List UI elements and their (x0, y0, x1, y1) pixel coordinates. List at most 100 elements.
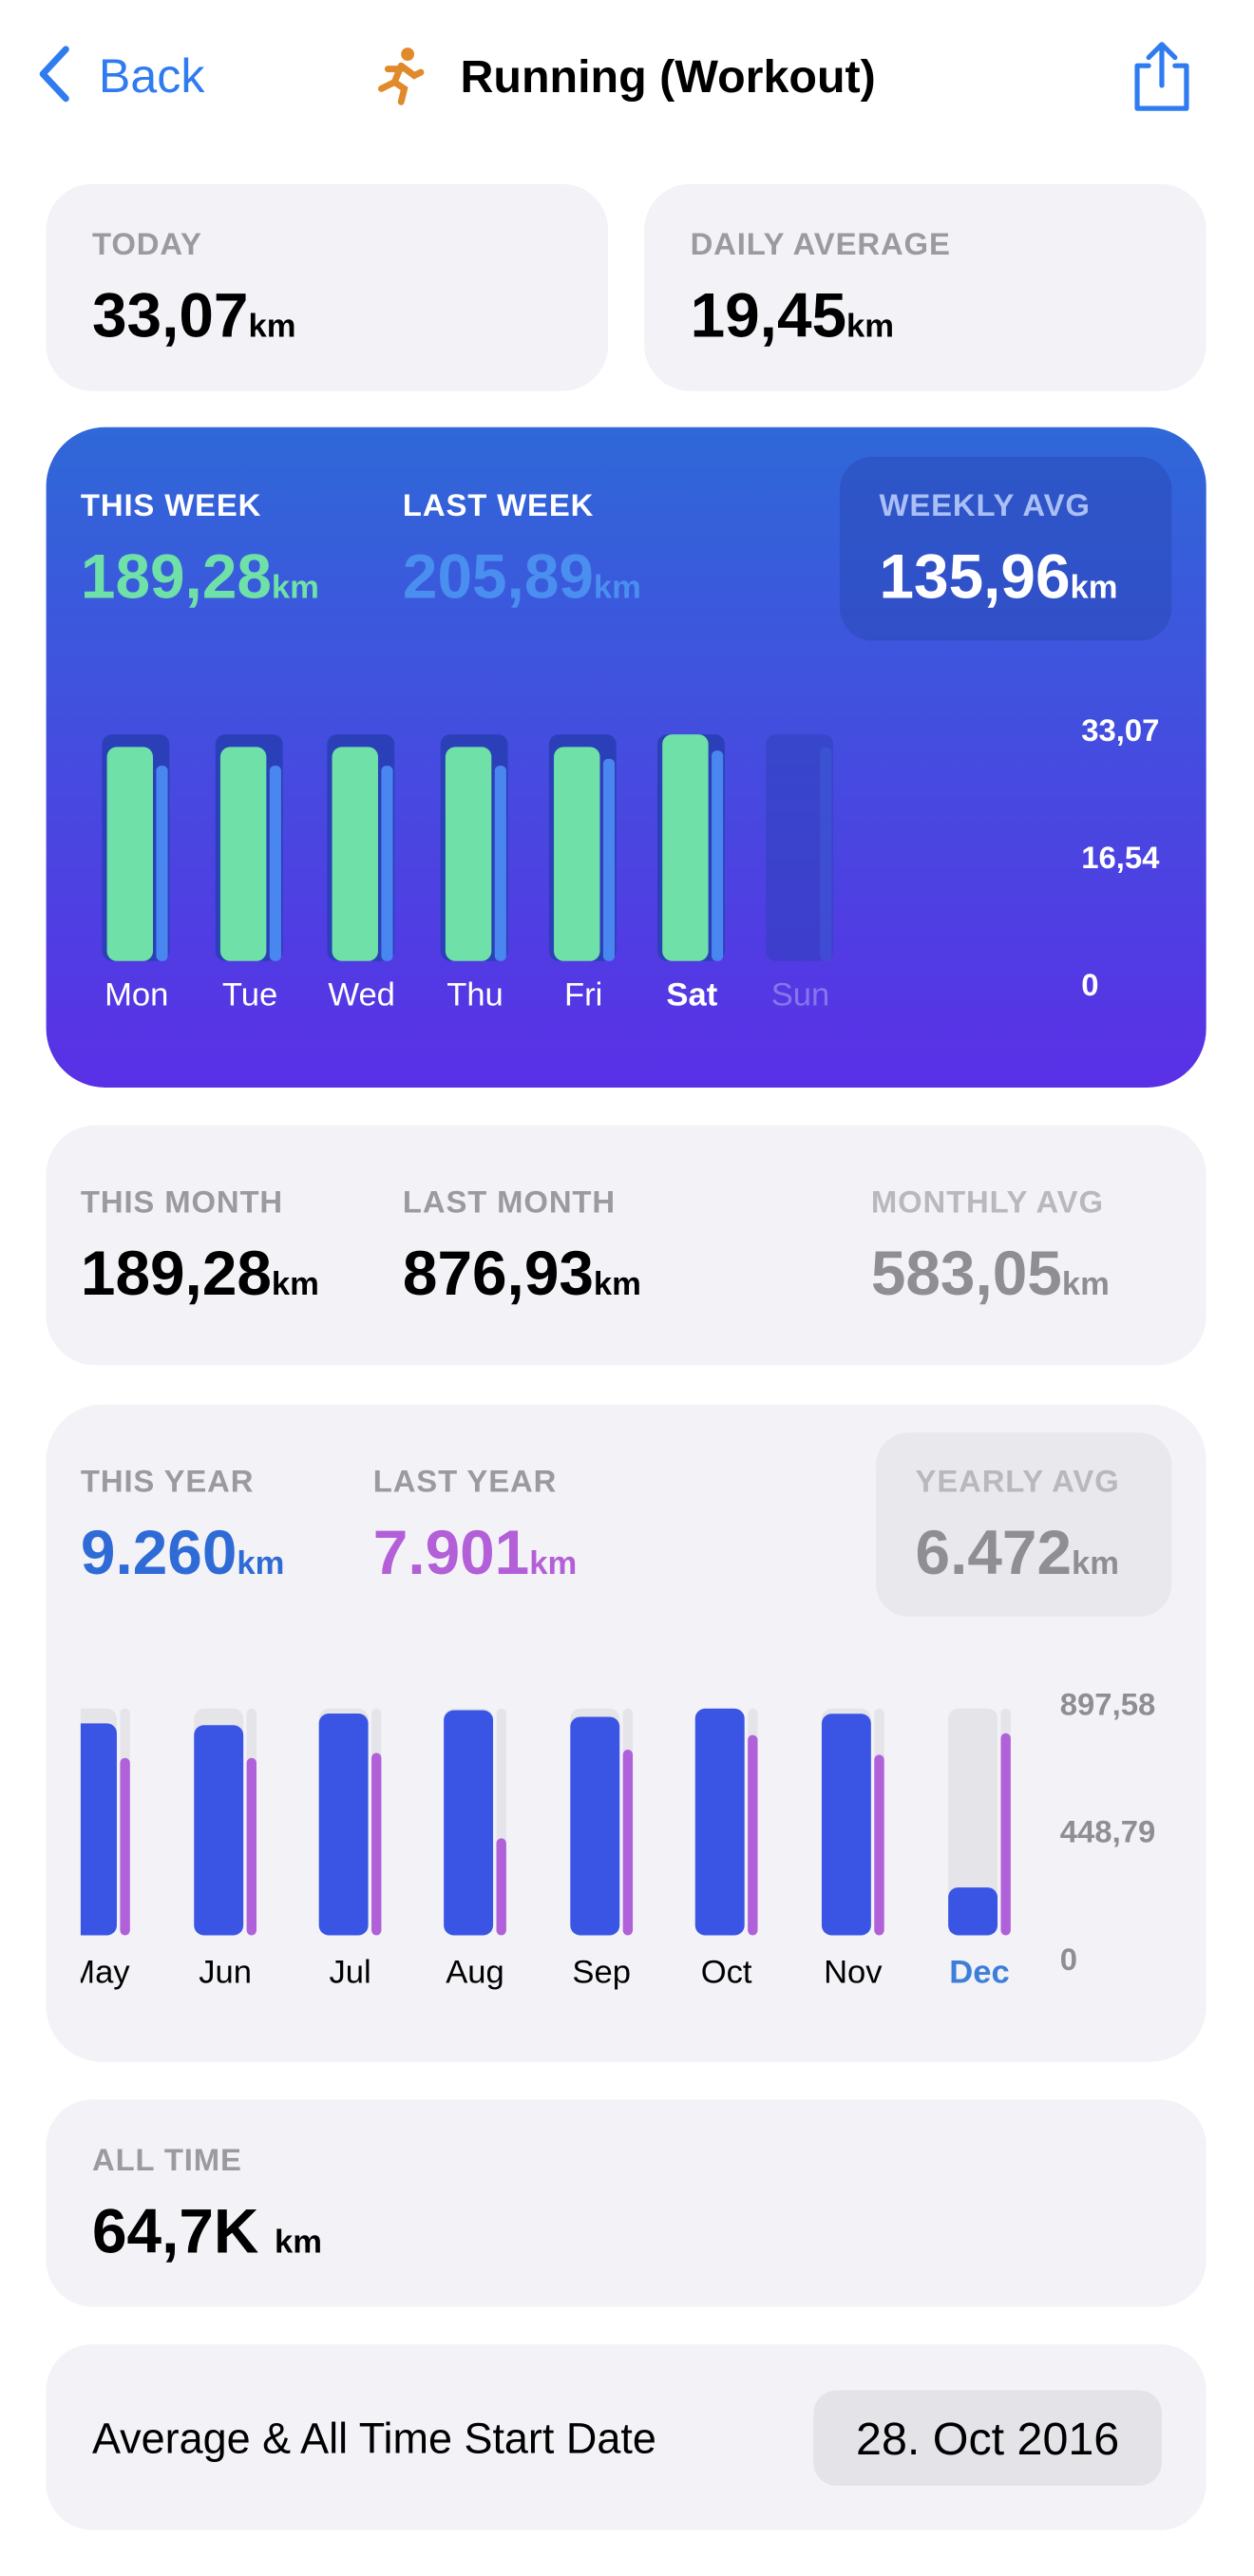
start-date-label: Average & All Time Start Date (92, 2414, 656, 2462)
monthly-chart (80, 1708, 1011, 1936)
bar-previous (269, 766, 281, 961)
bar-current (318, 1713, 369, 1936)
share-button[interactable] (1134, 42, 1189, 111)
x-tick-label: Dec (949, 1955, 1009, 1991)
value: 205,89 (403, 542, 594, 612)
weekly-avg-value: 135,96km (879, 542, 1117, 612)
this-year-label: THIS YEAR (81, 1463, 254, 1498)
y-tick-label: 16,54 (1081, 840, 1160, 875)
bar-previous (874, 1754, 884, 1936)
bar-previous (1000, 1733, 1011, 1936)
page-title: Running (Workout) (460, 51, 875, 103)
unit: km (272, 1266, 319, 1302)
last-month-label: LAST MONTH (403, 1184, 616, 1219)
weekly-avg-box (839, 456, 1172, 641)
daily-average-value: 19,45km (691, 281, 894, 350)
last-week-label: LAST WEEK (403, 487, 594, 522)
unit: km (846, 309, 894, 345)
bar-current (570, 1716, 620, 1936)
yearly-avg-box (876, 1432, 1172, 1617)
bar-current (948, 1887, 998, 1936)
y-tick-label: 448,79 (1060, 1814, 1156, 1849)
bar-current (662, 734, 709, 961)
bar-previous (748, 1734, 758, 1936)
bar-previous (602, 758, 616, 961)
bar-previous (494, 766, 506, 961)
bar-track (948, 1708, 998, 1936)
value: 135,96 (879, 542, 1070, 612)
x-tick-label: Fri (564, 977, 602, 1013)
bar-current (821, 1714, 871, 1936)
start-date-value[interactable]: 28. Oct 2016 (856, 2414, 1119, 2465)
bar-previous (622, 1750, 634, 1936)
all-time-value: 64,7K (92, 2196, 258, 2265)
this-month-value: 189,28km (81, 1239, 319, 1308)
bar-current (194, 1725, 244, 1936)
bar-previous (496, 1838, 506, 1936)
monthly-avg-value: 583,05km (871, 1239, 1110, 1308)
last-week-value: 205,89km (403, 542, 641, 612)
back-chevron[interactable] (39, 46, 69, 103)
bar-previous (120, 1757, 130, 1936)
bar-previous (246, 1757, 256, 1936)
last-year-value: 7.901km (373, 1518, 577, 1587)
bar-current (554, 747, 600, 961)
yearly-avg-label: YEARLY AVG (916, 1463, 1120, 1498)
value: 583,05 (871, 1239, 1062, 1308)
x-tick-label: Jul (329, 1955, 370, 1991)
value: 7.901 (373, 1518, 529, 1587)
y-tick-label: 33,07 (1081, 712, 1159, 748)
bar-current (80, 1723, 117, 1936)
bar-previous (371, 1752, 382, 1936)
weekly-avg-label: WEEKLY AVG (879, 487, 1090, 522)
yearly-avg-value: 6.472km (916, 1518, 1119, 1587)
weekly-chart (102, 734, 834, 961)
unit: km (594, 1266, 641, 1302)
x-tick-label: Oct (701, 1955, 752, 1991)
x-tick-label: Sun (771, 977, 830, 1013)
value: 6.472 (916, 1518, 1072, 1587)
today-value: 33,07km (92, 281, 295, 350)
unit: km (1071, 570, 1118, 606)
today-card (46, 183, 609, 391)
unit: km (248, 309, 295, 345)
bar-previous (712, 750, 724, 961)
x-tick-label: Aug (446, 1955, 504, 1991)
last-year-label: LAST YEAR (373, 1463, 557, 1498)
y-tick-label: 897,58 (1060, 1687, 1156, 1722)
month-card (46, 1125, 1206, 1366)
x-tick-label: Mon (104, 977, 168, 1013)
x-tick-label: Sat (666, 977, 717, 1013)
date-pill[interactable] (813, 2390, 1162, 2486)
value: 9.260 (81, 1518, 237, 1587)
monthly-avg-label: MONTHLY AVG (871, 1184, 1104, 1219)
last-month-value: 876,93km (403, 1239, 641, 1308)
x-tick-label: Wed (328, 977, 394, 1013)
back-button[interactable]: Back (99, 49, 205, 103)
value: 19,45 (691, 281, 846, 350)
all-time-unit: km (275, 2224, 322, 2260)
today-label: TODAY (92, 226, 202, 261)
bar-previous (820, 747, 832, 961)
y-tick-label: 0 (1081, 967, 1098, 1002)
x-tick-label: Thu (446, 977, 504, 1013)
unit: km (272, 570, 319, 606)
unit: km (1062, 1266, 1110, 1302)
bar-previous (156, 766, 168, 961)
bar-track (766, 734, 834, 961)
this-month-label: THIS MONTH (81, 1184, 283, 1219)
value: 189,28 (81, 1239, 272, 1308)
x-tick-label: Tue (222, 977, 277, 1013)
daily-average-card (644, 183, 1206, 391)
unit: km (529, 1545, 577, 1582)
running-icon (377, 47, 425, 105)
value: 189,28 (81, 542, 272, 612)
bar-current (444, 1710, 494, 1936)
y-tick-label: 0 (1060, 1941, 1077, 1977)
unit: km (1072, 1545, 1119, 1582)
this-week-label: THIS WEEK (81, 487, 261, 522)
unit: km (237, 1545, 284, 1582)
bar-current (445, 747, 492, 961)
